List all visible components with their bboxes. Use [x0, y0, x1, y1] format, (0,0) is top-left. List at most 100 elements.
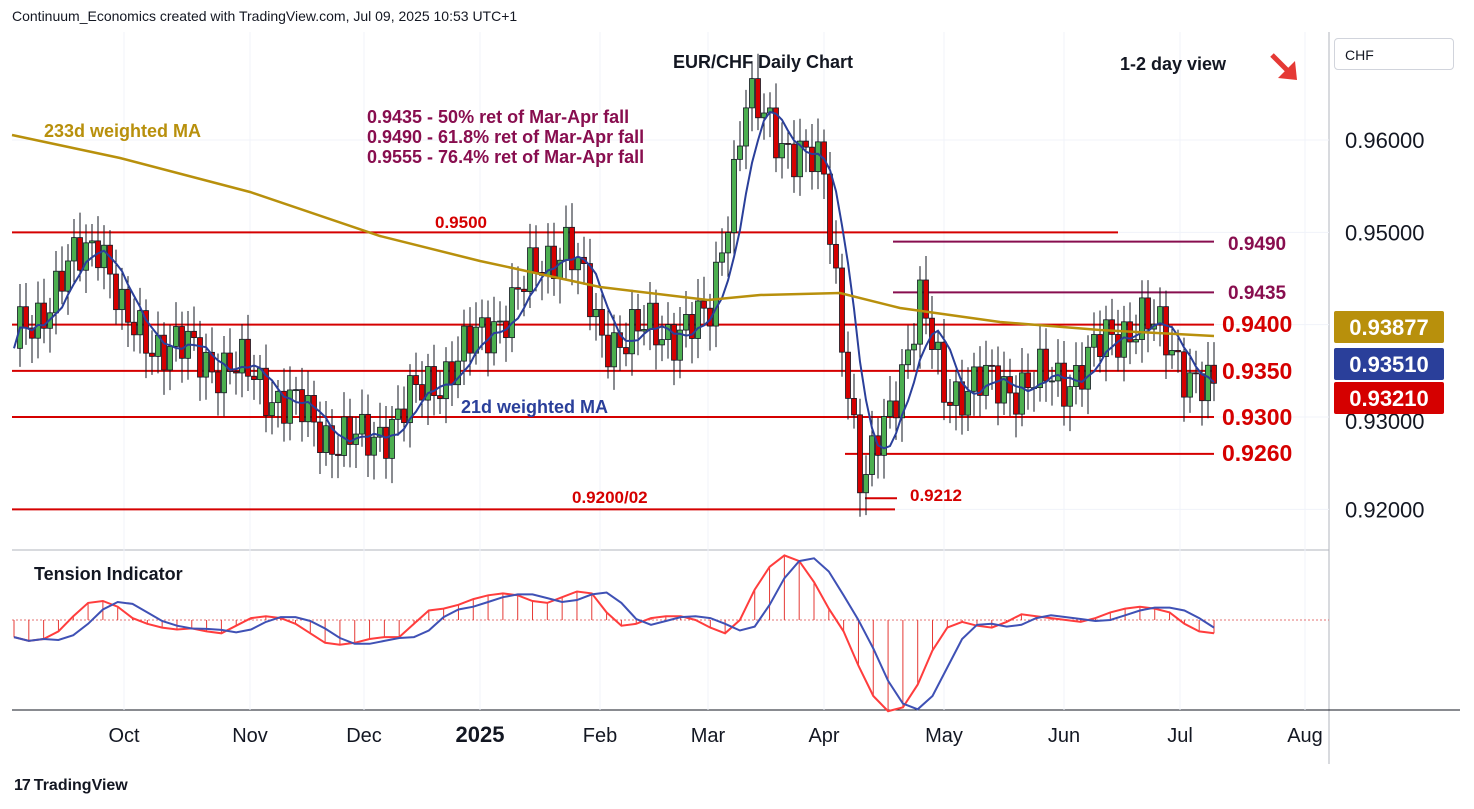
candle-body — [1085, 346, 1091, 390]
time-label: May — [925, 725, 963, 747]
candle-body — [605, 334, 611, 368]
candle-body — [329, 425, 335, 455]
candle-body — [173, 326, 179, 347]
candle-body — [1049, 380, 1055, 383]
candle-body — [713, 261, 719, 327]
candle-body — [983, 364, 989, 396]
candle-body — [1181, 351, 1187, 398]
candle-body — [191, 330, 197, 339]
candle-body — [335, 453, 341, 456]
price-tick: 0.92000 — [1345, 497, 1425, 522]
time-label: Jul — [1167, 725, 1193, 747]
candle-body — [1079, 365, 1085, 390]
candle-body — [89, 240, 95, 244]
candle-body — [755, 78, 761, 119]
candle-body — [149, 352, 155, 357]
candle-body — [167, 346, 173, 371]
candle-body — [485, 317, 491, 354]
candle-body — [245, 338, 251, 377]
candle-body — [563, 226, 569, 261]
candle-body — [23, 306, 29, 329]
price-tick: 0.95000 — [1345, 220, 1425, 245]
candle-body — [359, 413, 365, 435]
candle-body — [1145, 297, 1151, 330]
candle-body — [815, 141, 821, 173]
candle-body — [1163, 306, 1169, 356]
candle-body — [113, 273, 119, 311]
candle-body — [119, 288, 125, 311]
candle-body — [1199, 373, 1205, 402]
candle-body — [701, 300, 707, 309]
candle-body — [419, 384, 425, 401]
candle-body — [989, 364, 995, 367]
candle-body — [1091, 334, 1097, 348]
candle-body — [1109, 319, 1115, 335]
candle-body — [431, 366, 437, 396]
candle-body — [383, 426, 389, 459]
chart-subtitle: 1-2 day view — [1120, 54, 1227, 74]
tradingview-brand: TradingView — [33, 777, 128, 794]
candle-body — [347, 416, 353, 445]
currency-selector[interactable]: CHF — [1334, 38, 1454, 70]
candle-body — [779, 143, 785, 159]
candle-body — [953, 381, 959, 406]
candle-body — [143, 310, 149, 354]
candle-body — [587, 263, 593, 318]
candle-body — [83, 242, 89, 271]
candle-body — [629, 309, 635, 355]
candle-body — [1013, 392, 1019, 415]
candle-body — [863, 474, 869, 494]
candle-body — [1019, 372, 1025, 415]
candle-body — [209, 351, 215, 373]
candle-body — [1169, 350, 1175, 356]
candle-body — [413, 375, 419, 385]
candle-body — [59, 270, 65, 292]
level-label-9300: 0.9300 — [1222, 404, 1292, 430]
level-label-9350: 0.9350 — [1222, 358, 1292, 384]
candle-body — [599, 308, 605, 336]
candle-body — [1055, 362, 1061, 382]
candle-body — [995, 365, 1001, 404]
level-label-9260: 0.9260 — [1222, 440, 1292, 466]
level-label-9435: 0.9435 — [1228, 283, 1287, 304]
candle-body — [797, 140, 803, 178]
candle-body — [293, 389, 299, 392]
candle-body — [197, 337, 203, 378]
candle-body — [1133, 339, 1139, 343]
candle-body — [689, 314, 695, 339]
price-tick: 0.96000 — [1345, 128, 1425, 153]
ma233-label: 233d weighted MA — [44, 121, 201, 141]
level-label-9500: 0.9500 — [435, 213, 487, 232]
candle-body — [389, 418, 395, 459]
candle-body — [659, 339, 665, 346]
ma233-line — [11, 133, 1215, 338]
candle-body — [491, 321, 497, 354]
candle-body — [719, 252, 725, 263]
candle-body — [881, 416, 887, 456]
level-label-9200: 0.9200/02 — [572, 488, 648, 507]
candle-body — [1001, 376, 1007, 404]
candle-body — [1193, 372, 1199, 375]
candle-body — [215, 371, 221, 394]
ma21-line — [13, 110, 1215, 450]
candle-body — [611, 332, 617, 368]
candle-body — [731, 158, 737, 234]
candle-body — [71, 237, 77, 262]
candle-body — [467, 325, 473, 354]
ma21-value-badge: 0.93510 — [1349, 352, 1429, 377]
candle-body — [1157, 306, 1163, 325]
candle-body — [1211, 364, 1217, 384]
candle-body — [749, 78, 755, 109]
candle-body — [29, 327, 35, 339]
candle-body — [53, 270, 59, 314]
candle-body — [497, 320, 503, 323]
candle-body — [971, 366, 977, 392]
candle-body — [1205, 364, 1211, 402]
candle-body — [827, 173, 833, 245]
candle-body — [203, 351, 209, 378]
candle-body — [941, 341, 947, 403]
candle-body — [77, 237, 83, 271]
ma233-value-badge: 0.93877 — [1349, 315, 1429, 340]
candle-body — [317, 421, 323, 453]
